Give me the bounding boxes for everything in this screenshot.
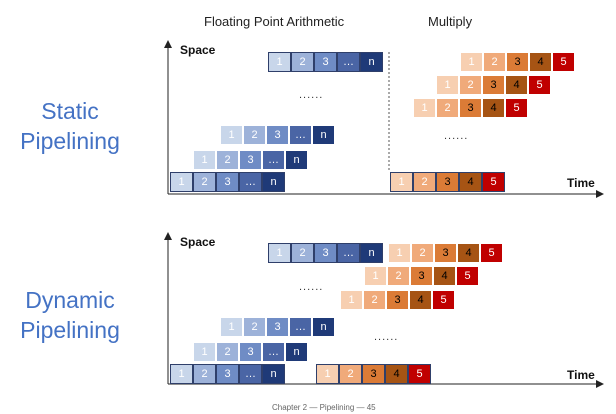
static-mul-task-1-stage-3: 3 (436, 172, 459, 192)
dynamic-fp-task-3-stage-2: 2 (243, 317, 266, 337)
static-mul-task-2-stage-2: 2 (436, 98, 459, 118)
static-mul-ellipsis: ...... (444, 130, 469, 142)
static-mul-task-3-stage-1: 1 (436, 75, 459, 95)
static-mul-task-3-stage-5: 5 (528, 75, 551, 95)
dynamic-fp-task-n-stage-4: … (337, 243, 360, 263)
multiply-header: Multiply (428, 14, 473, 29)
dynamic-fp-task-3-stage-3: 3 (266, 317, 289, 337)
static-fp-ellipsis: ...... (299, 89, 324, 101)
dynamic-label-line1: Dynamic (25, 287, 115, 313)
static-mul-task-2-stage-5: 5 (505, 98, 528, 118)
static-fp-task-2-stage-1: 1 (193, 150, 216, 170)
dynamic-mul-task-2-stage-5: 5 (432, 290, 455, 310)
static-mul-task-4-stage-2: 2 (483, 52, 506, 72)
dynamic-mul-task-1-stage-4: 4 (385, 364, 408, 384)
static-mul-task-3-stage-3: 3 (482, 75, 505, 95)
dynamic-fp-task-1-stage-4: … (239, 364, 262, 384)
static-mul-task-2-stage-4: 4 (482, 98, 505, 118)
dynamic-fp-task-2-stage-2: 2 (216, 342, 239, 362)
dynamic-fp-task-2-stage-1: 1 (193, 342, 216, 362)
dynamic-mul-ellipsis: ...... (374, 331, 399, 343)
dynamic-fp-task-1-stage-2: 2 (193, 364, 216, 384)
dynamic-mul-task-3-stage-1: 1 (364, 266, 387, 286)
dynamic-mul-task-2-stage-2: 2 (363, 290, 386, 310)
static-fp-task-3-stage-2: 2 (243, 125, 266, 145)
dynamic-mul-task-1-stage-3: 3 (362, 364, 385, 384)
static-mul-task-4-stage-3: 3 (506, 52, 529, 72)
dynamic-fp-task-1-stage-1: 1 (170, 364, 193, 384)
dynamic-space-label: Space (180, 235, 216, 249)
dynamic-mul-task-1-stage-1: 1 (316, 364, 339, 384)
static-fp-task-3-stage-1: 1 (220, 125, 243, 145)
dynamic-mul-task-3-stage-2: 2 (387, 266, 410, 286)
dynamic-fp-task-n-stage-3: 3 (314, 243, 337, 263)
static-fp-task-3-stage-3: 3 (266, 125, 289, 145)
static-mul-task-4-stage-1: 1 (460, 52, 483, 72)
dynamic-fp-task-1-stage-5: n (262, 364, 285, 384)
dynamic-time-label: Time (567, 368, 595, 382)
static-mul-task-2-stage-3: 3 (459, 98, 482, 118)
static-mul-task-3-stage-4: 4 (505, 75, 528, 95)
static-pipelining-label: Static Pipelining (5, 96, 135, 156)
dynamic-fp-task-n-stage-1: 1 (268, 243, 291, 263)
dynamic-mul-task-2-stage-3: 3 (386, 290, 409, 310)
dynamic-fp-task-3-stage-5: n (312, 317, 335, 337)
static-mul-task-1-stage-5: 5 (482, 172, 505, 192)
dynamic-mul-task-4-stage-1: 1 (388, 243, 411, 263)
static-fp-task-n-stage-4: … (337, 52, 360, 72)
dynamic-fp-task-2-stage-5: n (285, 342, 308, 362)
static-mul-task-3-stage-2: 2 (459, 75, 482, 95)
dynamic-fp-task-n-stage-5: n (360, 243, 383, 263)
static-fp-task-1-stage-2: 2 (193, 172, 216, 192)
dynamic-mul-task-4-stage-5: 5 (480, 243, 503, 263)
static-mul-task-4-stage-5: 5 (552, 52, 575, 72)
dynamic-fp-ellipsis: ...... (299, 281, 324, 293)
static-fp-task-n-stage-3: 3 (314, 52, 337, 72)
static-fp-task-1-stage-5: n (262, 172, 285, 192)
static-mul-task-1-stage-1: 1 (390, 172, 413, 192)
static-space-label: Space (180, 43, 216, 57)
static-fp-task-1-stage-3: 3 (216, 172, 239, 192)
dynamic-fp-task-2-stage-3: 3 (239, 342, 262, 362)
fp-header: Floating Point Arithmetic (204, 14, 345, 29)
dynamic-mul-task-3-stage-3: 3 (410, 266, 433, 286)
dynamic-fp-task-n-stage-2: 2 (291, 243, 314, 263)
dynamic-label-line2: Pipelining (20, 317, 120, 343)
static-mul-task-1-stage-4: 4 (459, 172, 482, 192)
dynamic-mul-task-4-stage-3: 3 (434, 243, 457, 263)
dynamic-fp-task-1-stage-3: 3 (216, 364, 239, 384)
dynamic-mul-task-2-stage-1: 1 (340, 290, 363, 310)
static-fp-task-1-stage-1: 1 (170, 172, 193, 192)
static-fp-task-n-stage-1: 1 (268, 52, 291, 72)
dynamic-mul-task-4-stage-4: 4 (457, 243, 480, 263)
static-label-line2: Pipelining (20, 128, 120, 154)
static-mul-task-4-stage-4: 4 (529, 52, 552, 72)
dynamic-mul-task-3-stage-4: 4 (433, 266, 456, 286)
static-fp-task-3-stage-5: n (312, 125, 335, 145)
static-fp-task-1-stage-4: … (239, 172, 262, 192)
static-mul-task-2-stage-1: 1 (413, 98, 436, 118)
footer: Chapter 2 — Pipelining — 45 (272, 403, 376, 412)
dynamic-mul-task-4-stage-2: 2 (411, 243, 434, 263)
dynamic-mul-task-1-stage-5: 5 (408, 364, 431, 384)
dynamic-mul-task-2-stage-4: 4 (409, 290, 432, 310)
static-fp-task-3-stage-4: … (289, 125, 312, 145)
dynamic-mul-task-1-stage-2: 2 (339, 364, 362, 384)
static-fp-task-2-stage-2: 2 (216, 150, 239, 170)
dynamic-fp-task-3-stage-4: … (289, 317, 312, 337)
static-mul-task-1-stage-2: 2 (413, 172, 436, 192)
dynamic-fp-task-3-stage-1: 1 (220, 317, 243, 337)
static-fp-task-2-stage-5: n (285, 150, 308, 170)
static-fp-task-2-stage-3: 3 (239, 150, 262, 170)
static-fp-task-n-stage-5: n (360, 52, 383, 72)
static-fp-task-n-stage-2: 2 (291, 52, 314, 72)
dynamic-fp-task-2-stage-4: … (262, 342, 285, 362)
dynamic-pipelining-label: Dynamic Pipelining (5, 285, 135, 345)
dynamic-mul-task-3-stage-5: 5 (456, 266, 479, 286)
static-label-line1: Static (41, 98, 99, 124)
static-fp-task-2-stage-4: … (262, 150, 285, 170)
static-time-label: Time (567, 176, 595, 190)
